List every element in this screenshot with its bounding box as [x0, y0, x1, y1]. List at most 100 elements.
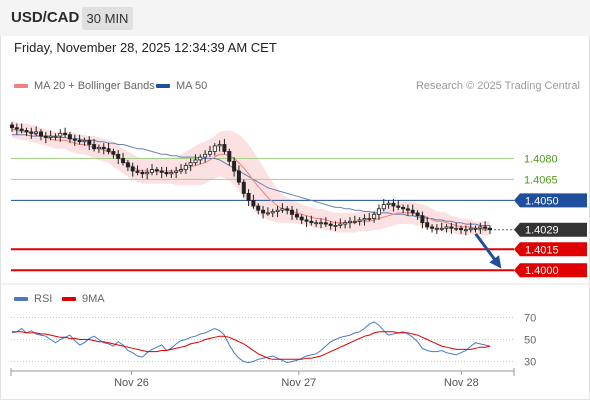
candle-body [39, 131, 44, 137]
candle-body [391, 202, 396, 207]
candle-body [241, 181, 246, 194]
candle-body [468, 227, 473, 231]
candle-body [183, 165, 188, 171]
candle-body [420, 215, 425, 224]
research-credit: Research © 2025 Trading Central [415, 80, 580, 92]
candle-body [169, 171, 174, 175]
candle-body [92, 144, 97, 150]
candle-body [328, 223, 333, 226]
candle-body [164, 171, 169, 175]
candle-body [174, 170, 179, 173]
candle-body [135, 170, 140, 173]
candle-body [463, 229, 468, 232]
candle-body [43, 135, 48, 138]
top-bar: USD/CAD 30 MIN [0, 0, 590, 36]
candle-body [53, 135, 58, 138]
ma20-swatch [14, 84, 28, 88]
candle-body [425, 222, 430, 228]
candle-body [386, 202, 391, 205]
candle-body [289, 209, 294, 215]
legend-ma50-label: MA 50 [176, 80, 208, 92]
candle-body [323, 222, 328, 225]
candle-body [227, 151, 232, 162]
level-label-1.4000: 1.4000 [525, 265, 559, 277]
candle-body [405, 208, 410, 211]
legend-ma20-label: MA 20 + Bollinger Bands [34, 80, 155, 92]
level-tag-1.4015 [514, 242, 587, 257]
candle-body [222, 144, 227, 152]
candle-body [130, 166, 135, 172]
rsi-series-rsi [11, 321, 491, 364]
candle-body [63, 132, 68, 136]
candle-body [9, 124, 14, 129]
candle-body [125, 162, 130, 168]
candle-body [217, 144, 222, 147]
candle-body [212, 145, 217, 152]
candle-body [372, 213, 377, 219]
candle-body [458, 227, 463, 231]
candle-body [449, 226, 454, 229]
candle-body [48, 135, 53, 138]
candle-body [178, 169, 183, 172]
candle-body [338, 223, 343, 226]
candle-body [473, 227, 478, 230]
ma9-swatch [62, 297, 76, 301]
candle-body [72, 138, 77, 141]
datetime-label: Friday, November 28, 2025 12:34:39 AM CE… [14, 40, 277, 55]
timeframe-button[interactable]: 30 MIN [82, 7, 133, 30]
candle-body [256, 205, 261, 211]
candle-body [347, 220, 352, 224]
forecast-arrow-head [489, 255, 502, 269]
candle-body [396, 205, 401, 208]
candle-body [236, 170, 241, 183]
candle-body [304, 219, 309, 222]
candle-body [251, 199, 256, 207]
candle-body [454, 227, 459, 230]
x-tick-label: Nov 28 [444, 377, 479, 389]
candle-body [265, 212, 270, 215]
candle-body [193, 159, 198, 164]
candle-body [333, 225, 338, 227]
candle-body [34, 131, 39, 134]
level-tag-1.4029 [514, 222, 587, 237]
candle-body [67, 134, 72, 140]
candle-body [24, 130, 29, 133]
candle-body [270, 211, 275, 214]
candle-body [203, 153, 208, 158]
candle-body [434, 227, 439, 230]
candle-body [376, 208, 381, 215]
candle-body [401, 206, 406, 210]
level-label-1.4080: 1.4080 [524, 153, 558, 165]
candle-body [159, 170, 164, 173]
candle-body [439, 227, 444, 230]
candle-body [154, 169, 159, 172]
level-label-1.4050: 1.4050 [525, 195, 559, 207]
candle-body [145, 171, 150, 175]
rsi-tick-30: 30 [524, 357, 536, 369]
candle-body [207, 151, 212, 155]
legend-9ma-label: 9MA [82, 293, 105, 305]
candle-body [444, 226, 449, 229]
candle-body [232, 160, 237, 172]
candle-body [58, 132, 63, 137]
candle-body [318, 222, 323, 225]
candle-body [101, 146, 106, 150]
candle-body [275, 209, 280, 212]
candle-body [285, 208, 290, 211]
candle-body [430, 226, 435, 229]
candle-body [87, 139, 92, 145]
candle-body [121, 158, 126, 164]
legend-rsi-label: RSI [34, 293, 53, 305]
candle-body [415, 212, 420, 217]
candle-body [357, 219, 362, 222]
rsi-swatch [14, 297, 28, 301]
candle-body [299, 216, 304, 221]
rsi-tick-70: 70 [524, 313, 536, 325]
candle-body [343, 222, 348, 225]
legend-ma50: MA 50 [156, 80, 207, 92]
candle-body [116, 153, 121, 159]
candle-body [280, 208, 285, 211]
candle-body [246, 192, 251, 201]
x-tick-label: Nov 27 [281, 377, 316, 389]
ma50-swatch [156, 84, 170, 88]
